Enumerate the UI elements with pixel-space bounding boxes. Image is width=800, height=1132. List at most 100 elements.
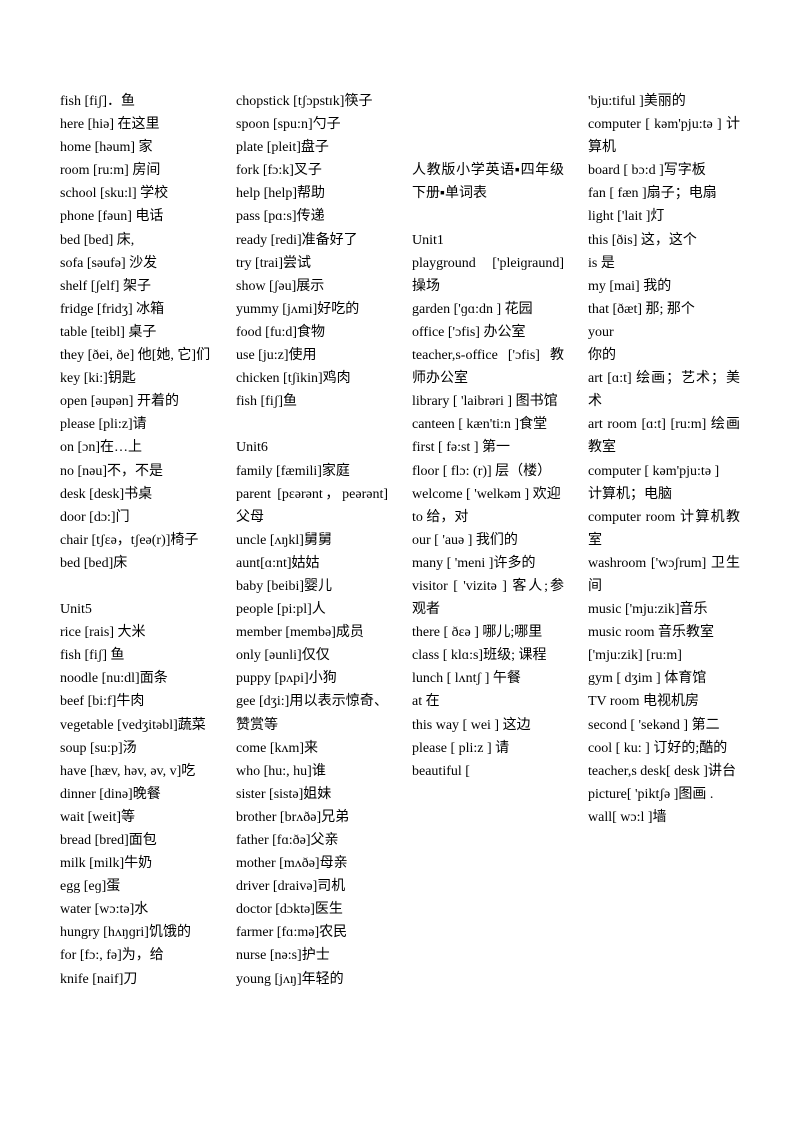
vocab-entry: pass [pɑ:s]传递 — [236, 205, 388, 228]
vocab-entry: desk [desk]书桌 — [60, 483, 212, 506]
vocab-entry: computer room 计算机教室 — [588, 506, 740, 552]
vocab-entry: vegetable [vedʒitəbl]蔬菜 — [60, 714, 212, 737]
vocab-entry: this way [ wei ] 这边 — [412, 714, 564, 737]
vocab-entry: please [pli:z]请 — [60, 413, 212, 436]
vocab-entry: TV room 电视机房 — [588, 690, 740, 713]
vocab-entry: beautiful [ — [412, 760, 564, 783]
vocab-entry: class [ klɑ:s]班级; 课程 — [412, 644, 564, 667]
vocab-entry: home [həum] 家 — [60, 136, 212, 159]
vocab-entry: 计算机；电脑 — [588, 483, 740, 506]
vocab-entry: picture[ 'piktʃə ]图画 . — [588, 783, 740, 806]
vocab-entry: brother [brʌðə]兄弟 — [236, 806, 388, 829]
vocab-entry: bed [bed] 床, — [60, 229, 212, 252]
vocab-entry: this [ðis] 这，这个 — [588, 229, 740, 252]
vocab-entry: 你的 — [588, 344, 740, 367]
vocab-entry: people [pi:pl]人 — [236, 598, 388, 621]
vocab-entry: on [ɔn]在…上 — [60, 436, 212, 459]
vocab-entry: 'bju:tiful ]美丽的 — [588, 90, 740, 113]
vocab-entry: bed [bed]床 — [60, 552, 212, 575]
vocab-entry: garden ['ɡɑ:dn ] 花园 — [412, 298, 564, 321]
vocab-entry: fish [fiʃ]．鱼 — [60, 90, 212, 113]
vocab-entry: art room [ɑ:t] [ru:m] 绘画教室 — [588, 413, 740, 459]
vocab-entry: soup [su:p]汤 — [60, 737, 212, 760]
vocab-entry: plate [pleit]盘子 — [236, 136, 388, 159]
vocab-entry: chopstick [tʃɔpstɪk]筷子 — [236, 90, 388, 113]
vocabulary-columns: fish [fiʃ]．鱼here [hiə] 在这里home [həum] 家 r… — [60, 90, 740, 1072]
vocab-entry: first [ fə:st ] 第一 — [412, 436, 564, 459]
vocab-entry: open [əupən] 开着的 — [60, 390, 212, 413]
column-3: 人教版小学英语▪四年级下册▪单词表Unit1playground ['pleiɡ… — [412, 90, 564, 1072]
vocab-entry: try [trai]尝试 — [236, 252, 388, 275]
vocab-entry: playground ['pleiɡraund] 操场 — [412, 252, 564, 298]
vocab-entry: bread [bred]面包 — [60, 829, 212, 852]
vocab-entry: come [kʌm]来 — [236, 737, 388, 760]
vocab-entry: who [hu:, hu]谁 — [236, 760, 388, 783]
vocab-entry: school [sku:l] 学校 — [60, 182, 212, 205]
vocab-entry: Unit6 — [236, 436, 388, 459]
column-4: 'bju:tiful ]美丽的computer [ kəm'pju:tə ] 计… — [588, 90, 740, 1072]
vocab-entry: that [ðæt] 那; 那个 — [588, 298, 740, 321]
vocab-entry: uncle [ʌŋkl]舅舅 — [236, 529, 388, 552]
vocab-entry: wall[ wɔ:l ]墙 — [588, 806, 740, 829]
vocab-entry: young [jʌŋ]年轻的 — [236, 968, 388, 991]
vocab-entry: sister [sistə]姐妹 — [236, 783, 388, 806]
vocab-entry: shelf [ʃelf] 架子 — [60, 275, 212, 298]
vocab-entry: fish [fiʃ]鱼 — [236, 390, 388, 413]
vocab-entry: there [ ðɛə ] 哪儿;哪里 — [412, 621, 564, 644]
vocab-entry: fan [ fæn ]扇子；电扇 — [588, 182, 740, 205]
vocab-entry: father [fɑ:ðə]父亲 — [236, 829, 388, 852]
vocab-entry: teacher,s desk[ desk ]讲台 — [588, 760, 740, 783]
vocab-entry: teacher,s-office ['ɔfis] 教师办公室 — [412, 344, 564, 390]
vocab-entry: art [ɑ:t] 绘画；艺术；美术 — [588, 367, 740, 413]
vocab-entry: chicken [tʃikin]鸡肉 — [236, 367, 388, 390]
vocab-entry: music room 音乐教室 — [588, 621, 740, 644]
column-1: fish [fiʃ]．鱼here [hiə] 在这里home [həum] 家r… — [60, 90, 212, 1072]
vocab-entry: here [hiə] 在这里 — [60, 113, 212, 136]
vocab-entry: ['mju:zik] [ru:m] — [588, 644, 740, 667]
vocab-entry: puppy [pʌpi]小狗 — [236, 667, 388, 690]
vocab-entry: board [ bɔ:d ]写字板 — [588, 159, 740, 182]
vocab-entry: nurse [nə:s]护士 — [236, 944, 388, 967]
vocab-entry: driver [draivə]司机 — [236, 875, 388, 898]
vocab-entry: welcome [ 'welkəm ] 欢迎 — [412, 483, 564, 506]
vocab-entry: gym [ dʒim ] 体育馆 — [588, 667, 740, 690]
vocab-entry: use [ju:z]使用 — [236, 344, 388, 367]
vocab-entry: show [ʃəu]展示 — [236, 275, 388, 298]
vocab-entry: computer [ kəm'pju:tə ] 计算机 — [588, 113, 740, 159]
vocab-entry: cool [ ku: ] 订好的;酷的 — [588, 737, 740, 760]
vocab-entry: only [əunli]仅仅 — [236, 644, 388, 667]
vocab-entry: parent [pɛərənt，peərənt]父母 — [236, 483, 388, 529]
vocab-entry: dinner [dinə]晚餐 — [60, 783, 212, 806]
vocab-entry: your — [588, 321, 740, 344]
vocab-entry: please [ pli:z ] 请 — [412, 737, 564, 760]
blank-line — [60, 575, 212, 598]
vocab-entry: visitor [ 'vizitə ] 客人;参观者 — [412, 575, 564, 621]
vocab-entry: office ['ɔfis] 办公室 — [412, 321, 564, 344]
vocab-entry: Unit5 — [60, 598, 212, 621]
blank-line — [412, 90, 564, 113]
column-2: chopstick [tʃɔpstɪk]筷子spoon [spu:n]勺子pla… — [236, 90, 388, 1072]
vocab-entry: our [ 'auə ] 我们的 — [412, 529, 564, 552]
vocab-entry: yummy [jʌmi]好吃的 — [236, 298, 388, 321]
vocab-entry: music ['mju:zik]音乐 — [588, 598, 740, 621]
vocab-entry: water [wɔ:tə]水 — [60, 898, 212, 921]
blank-line — [236, 413, 388, 436]
vocab-entry: help [help]帮助 — [236, 182, 388, 205]
vocab-entry: aunt[ɑ:nt]姑姑 — [236, 552, 388, 575]
vocab-entry: my [mai] 我的 — [588, 275, 740, 298]
vocab-entry: ready [redi]准备好了 — [236, 229, 388, 252]
vocab-entry: member [membə]成员 — [236, 621, 388, 644]
blank-line — [412, 205, 564, 228]
vocab-entry: mother [mʌðə]母亲 — [236, 852, 388, 875]
vocab-entry: at 在 — [412, 690, 564, 713]
vocab-entry: beef [bi:f]牛肉 — [60, 690, 212, 713]
vocab-entry: sofa [səufə] 沙发 — [60, 252, 212, 275]
vocab-entry: lunch [ lʌntʃ ] 午餐 — [412, 667, 564, 690]
vocab-entry: phone [fəun] 电话 — [60, 205, 212, 228]
vocab-entry: to 给，对 — [412, 506, 564, 529]
vocab-entry: noodle [nu:dl]面条 — [60, 667, 212, 690]
vocab-entry: 人教版小学英语▪四年级下册▪单词表 — [412, 159, 564, 205]
vocab-entry: egg [eɡ]蛋 — [60, 875, 212, 898]
vocab-entry: computer [ kəm'pju:tə ] — [588, 460, 740, 483]
vocab-entry: is 是 — [588, 252, 740, 275]
